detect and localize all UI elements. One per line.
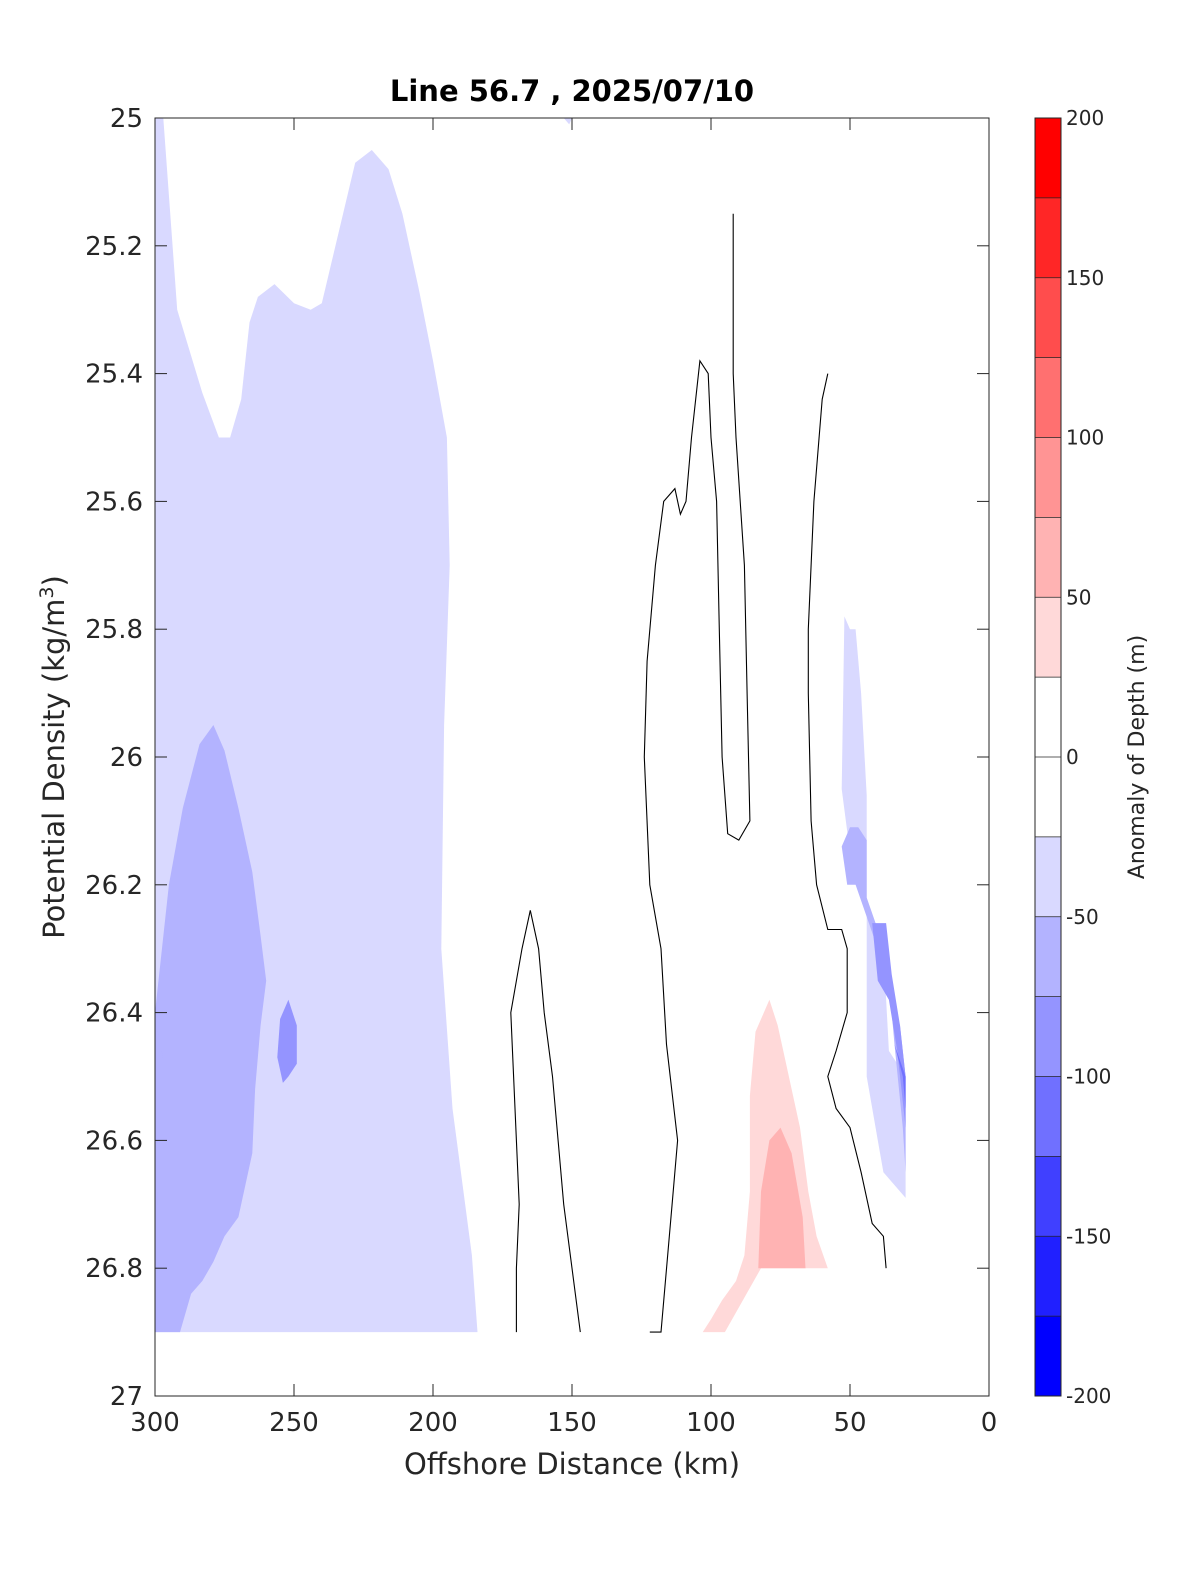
colorbar-band bbox=[1035, 757, 1061, 837]
x-tick-label: 200 bbox=[408, 1408, 458, 1438]
filled-contours bbox=[155, 118, 906, 1333]
contour-fill-2 bbox=[155, 725, 267, 1333]
contour-line-1 bbox=[807, 373, 887, 1269]
contour-fill-8 bbox=[872, 923, 906, 1128]
y-tick-label: 25.6 bbox=[85, 487, 143, 517]
colorbar-tick-label: 100 bbox=[1066, 426, 1104, 450]
y-tick-label: 26 bbox=[110, 743, 143, 773]
colorbar-band bbox=[1035, 118, 1061, 198]
x-tick-label: 250 bbox=[269, 1408, 319, 1438]
contour-fill-5 bbox=[277, 999, 297, 1083]
y-axis: 25 25.2 25.4 25.6 25.8 26 26.2 26.4 26.6 26.8 27 bbox=[85, 104, 989, 1412]
y-tick-label: 25.4 bbox=[85, 360, 143, 390]
colorbar-tick-label: -200 bbox=[1066, 1384, 1111, 1408]
colorbar-band bbox=[1035, 437, 1061, 518]
y-axis-title-close: ) bbox=[37, 575, 71, 586]
colorbar-band bbox=[1035, 197, 1061, 278]
y-tick-label: 25 bbox=[110, 104, 143, 134]
colorbar-band bbox=[1035, 677, 1061, 757]
colorbar-band bbox=[1035, 1316, 1061, 1396]
contour-fill-3 bbox=[155, 1019, 167, 1141]
colorbar-tick-label: -100 bbox=[1066, 1065, 1111, 1089]
colorbar-band bbox=[1035, 1156, 1061, 1237]
contour-fill-7 bbox=[841, 827, 906, 1173]
x-tick-label: 100 bbox=[686, 1408, 736, 1438]
x-tick-label: 0 bbox=[981, 1408, 998, 1438]
colorbar-band bbox=[1035, 597, 1061, 678]
y-tick-label: 26.4 bbox=[85, 999, 143, 1029]
x-tick-label: 150 bbox=[547, 1408, 597, 1438]
y-tick-label: 27 bbox=[110, 1382, 143, 1412]
colorbar-tick-label: 150 bbox=[1066, 266, 1104, 290]
y-tick-label: 25.8 bbox=[85, 615, 143, 645]
colorbar-band bbox=[1035, 916, 1061, 997]
y-axis-title-main: Potential Density (kg/m bbox=[37, 599, 71, 939]
contour-line-3 bbox=[529, 910, 581, 1333]
y-tick-label: 26.2 bbox=[85, 871, 143, 901]
y-axis-title: Potential Density (kg/m3) bbox=[36, 575, 71, 939]
contour-line-0 bbox=[643, 213, 751, 1333]
y-tick-label: 26.8 bbox=[85, 1254, 143, 1284]
contour-fill-11 bbox=[758, 1127, 806, 1269]
colorbar-band bbox=[1035, 357, 1061, 438]
colorbar-band bbox=[1035, 996, 1061, 1077]
colorbar-band bbox=[1035, 1236, 1061, 1317]
contour-lines bbox=[510, 213, 887, 1333]
colorbar-band bbox=[1035, 277, 1061, 358]
colorbar-band bbox=[1035, 517, 1061, 598]
colorbar-band bbox=[1035, 836, 1061, 917]
colorbar-title: Anomaly of Depth (m) bbox=[1125, 635, 1150, 879]
contour-fill-4 bbox=[155, 1191, 158, 1218]
x-tick-label: 300 bbox=[130, 1408, 180, 1438]
colorbar-tick-label: 50 bbox=[1066, 585, 1091, 609]
colorbar-tick-label: -50 bbox=[1066, 905, 1099, 929]
contour-fill-9 bbox=[894, 1044, 906, 1109]
y-tick-label: 26.6 bbox=[85, 1126, 143, 1156]
colorbar: 200 150 100 50 0 -50 -100 -150 -200 bbox=[1034, 106, 1111, 1408]
contour-fill-1 bbox=[563, 118, 572, 125]
colorbar-tick-label: 200 bbox=[1066, 106, 1104, 130]
chart-title: Line 56.7 , 2025/07/10 bbox=[390, 74, 754, 108]
y-axis-title-superscript: 3 bbox=[36, 586, 58, 598]
colorbar-tick-label: -150 bbox=[1066, 1224, 1111, 1248]
y-tick-label: 25.2 bbox=[85, 232, 143, 262]
x-axis-title: Offshore Distance (km) bbox=[404, 1447, 740, 1481]
colorbar-band bbox=[1035, 1076, 1061, 1157]
contour-fill-6 bbox=[841, 616, 906, 1198]
x-axis: 300 250 200 150 100 50 0 bbox=[130, 118, 997, 1438]
colorbar-frame bbox=[1034, 117, 1062, 1397]
contour-line-2 bbox=[510, 910, 531, 1333]
colorbar-tick-label: 0 bbox=[1066, 745, 1079, 769]
x-tick-label: 50 bbox=[833, 1408, 866, 1438]
